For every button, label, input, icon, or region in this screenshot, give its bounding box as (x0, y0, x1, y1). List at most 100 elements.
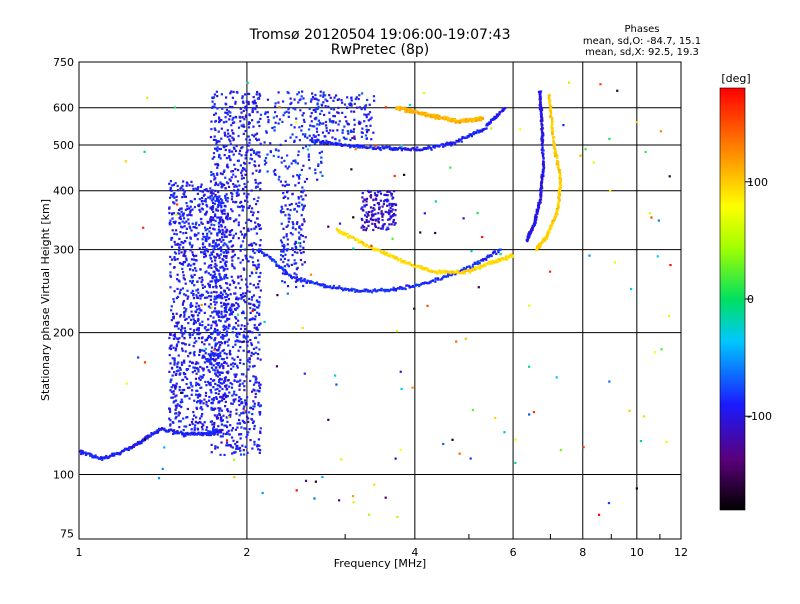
echo-point (227, 110, 230, 113)
echo-point (541, 116, 544, 120)
echo-point (474, 116, 477, 119)
echo-point (481, 235, 484, 239)
echo-point (283, 195, 286, 198)
echo-point (369, 218, 372, 221)
echo-point (229, 381, 232, 385)
echo-point (551, 133, 554, 136)
echo-point (257, 182, 260, 185)
echo-point (486, 123, 489, 127)
echo-point (365, 243, 369, 247)
echo-point (642, 415, 646, 418)
echo-point (257, 138, 261, 141)
echo-point (552, 141, 556, 144)
echo-point (420, 113, 423, 116)
echo-point (475, 118, 479, 122)
echo-point (209, 420, 212, 423)
echo-point (240, 278, 243, 281)
echo-point (288, 165, 291, 168)
echo-point (302, 118, 306, 121)
echo-point (389, 254, 393, 258)
echo-point (201, 412, 204, 416)
echo-point (207, 272, 210, 275)
echo-point (432, 145, 435, 148)
echo-point (176, 403, 179, 406)
echo-point (230, 313, 234, 316)
echo-point (226, 163, 229, 166)
echo-point (198, 383, 201, 386)
echo-point (361, 127, 364, 130)
echo-point (462, 136, 465, 139)
y-tick-label: 300 (53, 244, 74, 257)
echo-point (289, 97, 292, 100)
echo-point (179, 372, 182, 375)
echo-point (208, 432, 211, 435)
echo-point (181, 184, 184, 188)
echo-point (428, 145, 431, 149)
echo-point (449, 270, 452, 274)
echo-point (214, 366, 218, 369)
echo-point (231, 446, 234, 449)
echo-point (220, 206, 223, 209)
colorbar-tick-label: 100 (747, 176, 768, 189)
echo-point (548, 102, 551, 105)
echo-point (224, 102, 227, 105)
echo-point (503, 431, 506, 434)
echo-point (476, 266, 479, 269)
echo-point (205, 239, 208, 242)
echo-point (234, 308, 237, 312)
echo-point (428, 113, 431, 116)
echo-point (257, 381, 261, 384)
echo-point (350, 99, 353, 102)
echo-point (194, 267, 197, 270)
echo-point (244, 337, 248, 340)
echo-point (239, 361, 242, 365)
echo-point (178, 261, 182, 265)
echo-point (217, 341, 221, 344)
echo-point (154, 431, 157, 434)
echo-point (189, 383, 193, 386)
echo-point (470, 135, 473, 138)
echo-point (429, 280, 432, 283)
echo-point (239, 120, 242, 123)
echo-point (246, 92, 249, 95)
echo-point (244, 254, 247, 257)
echo-point (249, 379, 252, 383)
echo-point (302, 97, 305, 100)
echo-point (204, 391, 208, 395)
echo-point (204, 254, 207, 258)
echo-point (173, 429, 176, 432)
echo-point (402, 173, 406, 176)
echo-point (219, 296, 222, 299)
echo-point (242, 132, 245, 136)
echo-point (217, 353, 220, 356)
echo-point (231, 331, 234, 334)
echo-point (657, 219, 660, 222)
echo-point (214, 195, 217, 198)
echo-point (173, 192, 176, 195)
echo-point (259, 358, 262, 361)
echo-point (211, 311, 214, 314)
echo-point (360, 226, 363, 229)
echo-point (367, 214, 370, 217)
echo-point (469, 457, 472, 460)
echo-point (242, 373, 245, 376)
echo-point (219, 407, 222, 410)
echo-point (195, 254, 198, 257)
echo-point (190, 291, 193, 294)
echo-point (235, 327, 238, 331)
echo-point (372, 228, 375, 232)
echo-point (322, 91, 325, 94)
echo-point (216, 166, 219, 169)
echo-point (406, 110, 409, 114)
echo-point (198, 203, 201, 206)
echo-point (179, 291, 182, 294)
echo-point (438, 114, 441, 118)
echo-point (137, 356, 140, 359)
echo-point (175, 415, 178, 419)
echo-point (278, 266, 281, 269)
echo-point (228, 138, 231, 141)
echo-point (210, 337, 213, 340)
echo-point (298, 237, 301, 240)
echo-point (213, 245, 216, 248)
echo-point (182, 212, 185, 215)
